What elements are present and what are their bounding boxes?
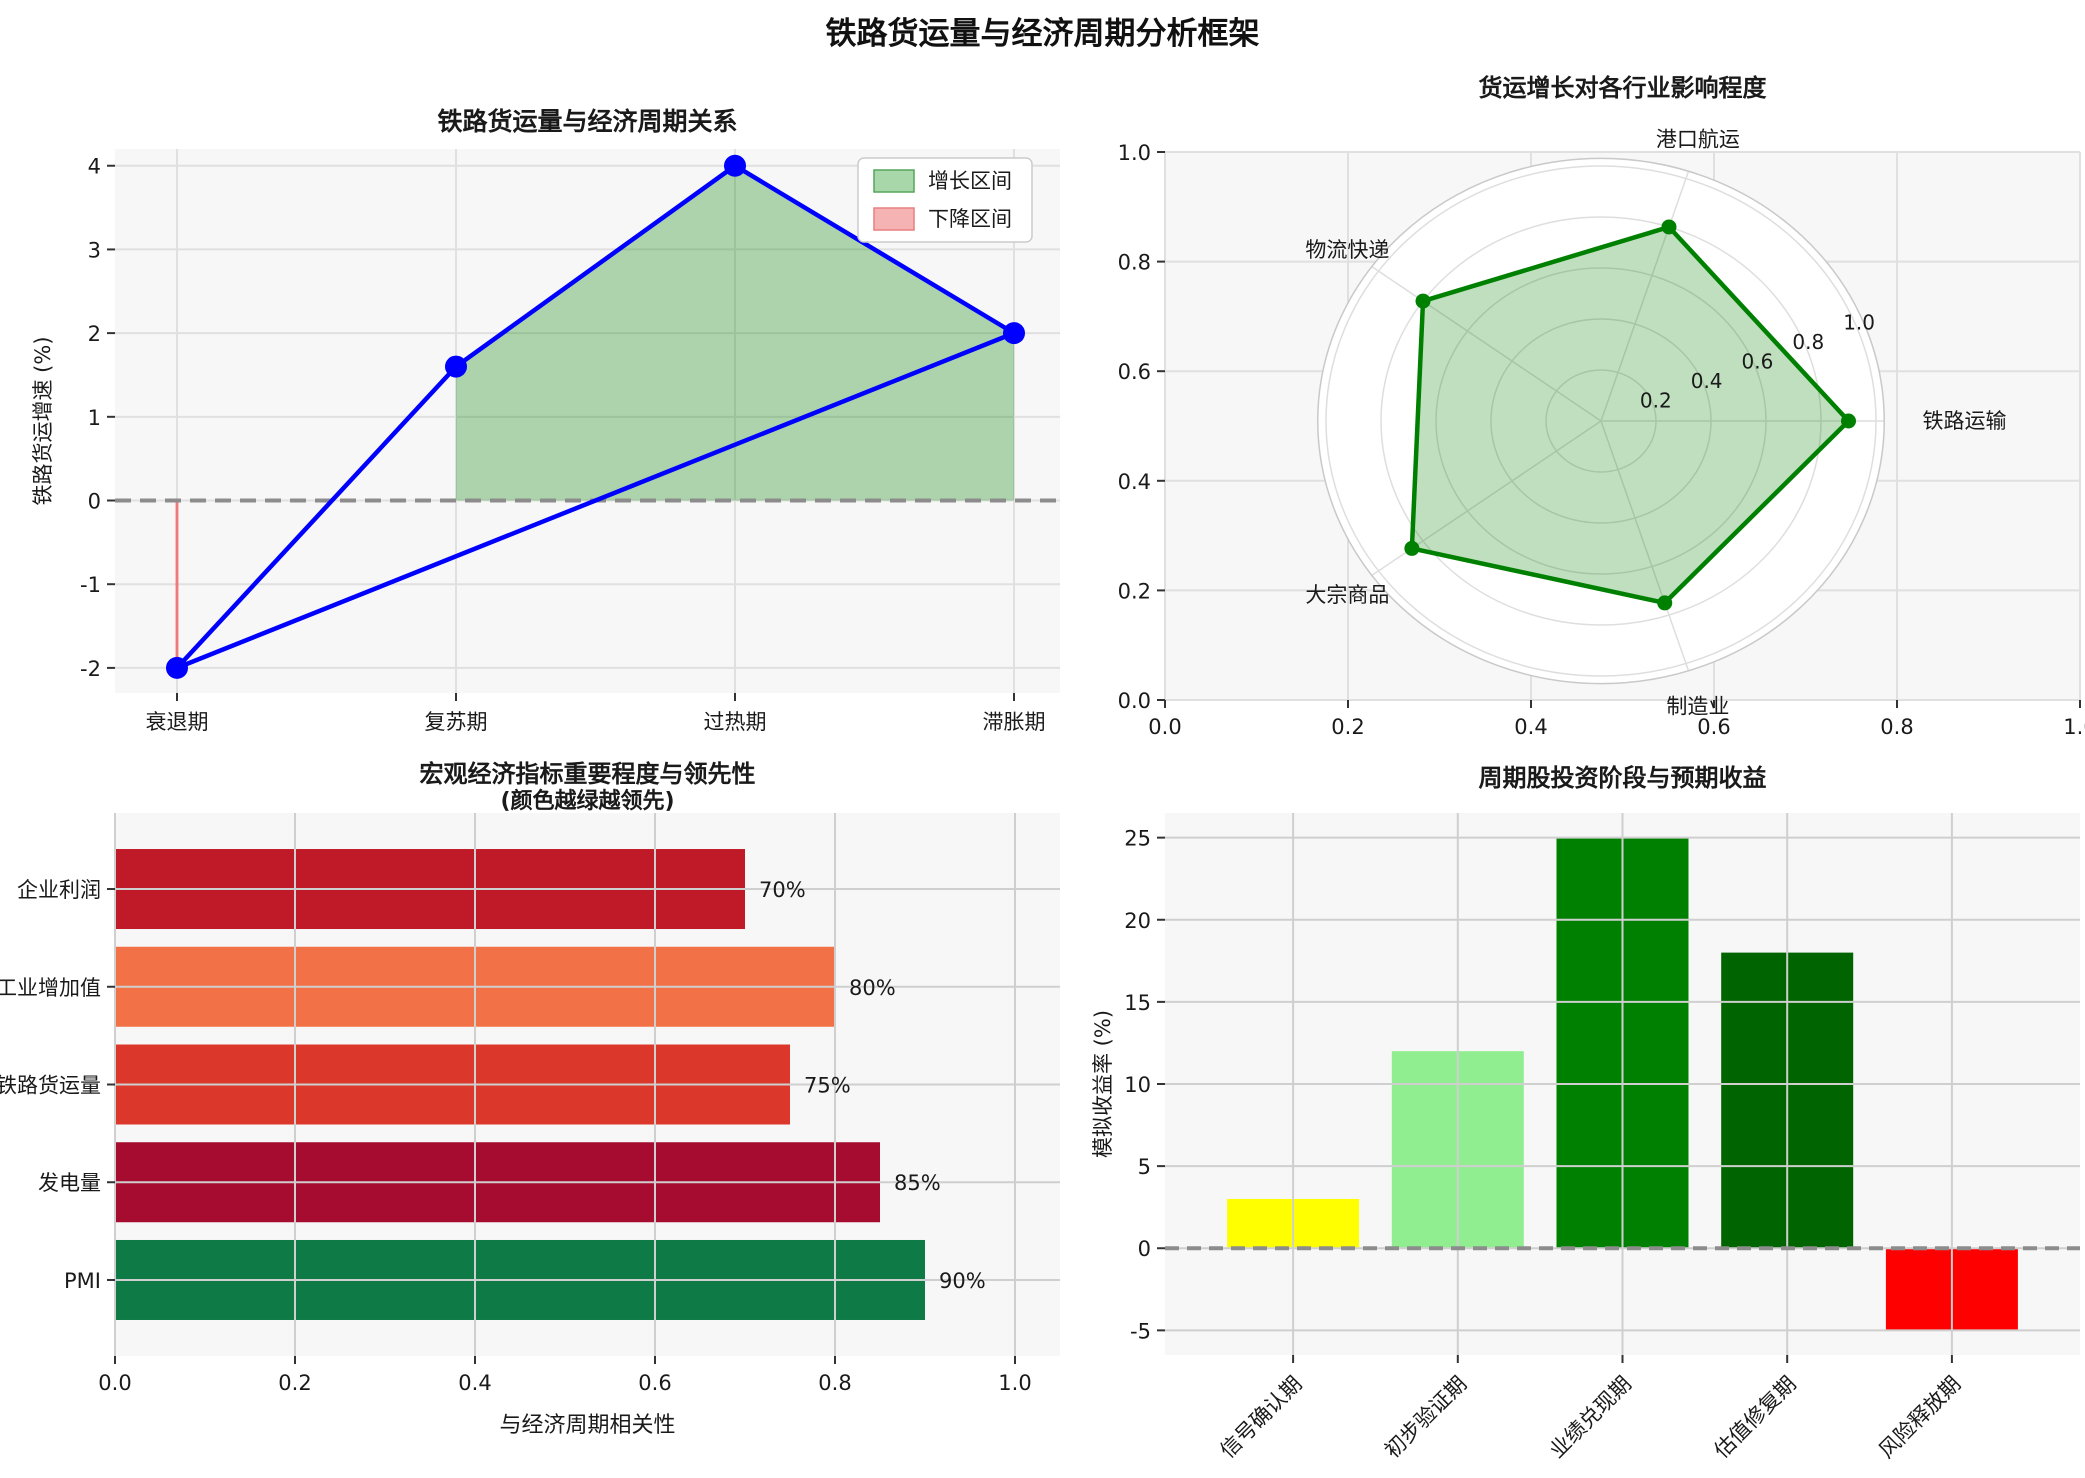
x-axis-label: 与经济周期相关性 bbox=[499, 1413, 675, 1438]
radial-tick-label: 0.2 bbox=[1640, 388, 1672, 412]
value-label: 70% bbox=[759, 878, 806, 902]
tick-label: -1 bbox=[80, 573, 101, 597]
spoke-label: 物流快递 bbox=[1305, 238, 1389, 262]
y-axis-label: 铁路货运增速 (%) bbox=[31, 336, 55, 505]
polar-spoke bbox=[1600, 420, 1690, 672]
chart-investment-stages: 25 20 15 10 5 0 -5 信号确认期 初步验证期 业绩兑现期 估值修复期 风险释放期 模拟收… bbox=[1091, 764, 2080, 1463]
tick-label: 0 bbox=[1138, 1237, 1151, 1261]
chart-cycle-line: 4 3 2 1 0 -1 -2 衰退期 复苏期 过热期 滞胀期 铁路货运增速 (%) 铁路货运量与经济周… bbox=[31, 107, 1060, 734]
rotated-tick-label: 估值修复期 bbox=[1710, 1372, 1801, 1463]
tick-label: 0.4 bbox=[1514, 715, 1547, 739]
data-point bbox=[1841, 413, 1856, 429]
tick-label: 过热期 bbox=[704, 710, 767, 734]
value-label: 75% bbox=[804, 1074, 851, 1098]
tick-label: 1 bbox=[88, 406, 101, 430]
chart-title: 宏观经济指标重要程度与领先性 bbox=[420, 760, 756, 788]
radar-polygon bbox=[1409, 224, 1851, 606]
tick-label: 0.0 bbox=[98, 1371, 131, 1395]
rotated-tick-label: 信号确认期 bbox=[1215, 1372, 1306, 1463]
tick-label: 0.6 bbox=[638, 1371, 671, 1395]
tick-label: 1.0 bbox=[1118, 141, 1151, 165]
tick-label: 3 bbox=[88, 238, 101, 262]
chart-title: 货运增长对各行业影响程度 bbox=[1479, 74, 1768, 102]
data-point bbox=[166, 656, 188, 679]
value-label: 85% bbox=[894, 1171, 941, 1195]
tick-label: 15 bbox=[1124, 991, 1151, 1015]
tick-label: 0.0 bbox=[1148, 715, 1181, 739]
tick-label: 0.8 bbox=[1118, 251, 1151, 275]
tick-label: 滞胀期 bbox=[983, 710, 1046, 734]
legend-swatch bbox=[873, 169, 915, 193]
radial-tick-label: 1.0 bbox=[1843, 310, 1875, 334]
radial-tick-label: 0.8 bbox=[1792, 330, 1824, 354]
chart-title: 周期股投资阶段与预期收益 bbox=[1479, 764, 1767, 792]
data-point bbox=[1404, 540, 1420, 556]
data-point bbox=[1657, 595, 1673, 611]
chart-industry-radar: 0.00.20.40.60.81.01.00.80.60.40.20.00.20… bbox=[1118, 74, 2085, 739]
value-label: 80% bbox=[849, 976, 896, 1000]
chart-title: 铁路货运量与经济周期关系 bbox=[437, 107, 737, 136]
tick-label: 铁路货运量 bbox=[0, 1074, 101, 1098]
rotated-tick-label: 业绩兑现期 bbox=[1545, 1372, 1636, 1463]
axis-ticks: 4 3 2 1 0 -1 -2 衰退期 复苏期 过热期 滞胀期 bbox=[80, 155, 1045, 734]
tick-label: 0.4 bbox=[458, 1371, 491, 1395]
tick-label: 2 bbox=[88, 322, 101, 346]
tick-label: 工业增加值 bbox=[0, 976, 101, 1000]
axis-ticks: 0.0 0.2 0.4 0.6 0.8 1.0 1.0 0.8 0.6 0.4 0.2 0.0 bbox=[1118, 141, 2085, 739]
tick-label: 企业利润 bbox=[17, 878, 101, 902]
tick-label: 25 bbox=[1124, 827, 1151, 851]
tick-label: -5 bbox=[1130, 1319, 1151, 1343]
tick-label: 0.8 bbox=[818, 1371, 851, 1395]
polar-spoke bbox=[1371, 265, 1602, 422]
tick-label: 10 bbox=[1124, 1073, 1151, 1097]
data-point bbox=[445, 355, 467, 378]
radial-tick-label: 0.6 bbox=[1742, 349, 1774, 373]
grid bbox=[1165, 813, 2080, 1355]
tick-label: 0 bbox=[88, 490, 101, 514]
data-point bbox=[1003, 322, 1025, 345]
legend-label: 增长区间 bbox=[928, 169, 1012, 193]
polar-grid bbox=[1325, 165, 1885, 677]
tick-label: 0.0 bbox=[1118, 689, 1151, 713]
tick-label: PMI bbox=[64, 1269, 101, 1293]
polar-boundary bbox=[1317, 157, 1885, 685]
value-label: 90% bbox=[939, 1269, 986, 1293]
y-axis-label: 模拟收益率 (%) bbox=[1091, 1010, 1115, 1158]
tick-label: 衰退期 bbox=[146, 710, 209, 734]
tick-label: 5 bbox=[1138, 1155, 1151, 1179]
tick-label: 0.4 bbox=[1118, 470, 1151, 494]
tick-label: 0.6 bbox=[1697, 715, 1730, 739]
figure-title: 铁路货运量与经济周期分析框架 bbox=[825, 16, 1260, 52]
spoke-label: 制造业 bbox=[1666, 694, 1729, 718]
tick-label: -2 bbox=[80, 657, 101, 681]
polar-spoke bbox=[1600, 170, 1690, 422]
tick-label: 20 bbox=[1124, 909, 1151, 933]
chart-subtitle: (颜色越绿越领先) bbox=[500, 788, 674, 814]
rotated-tick-label: 初步验证期 bbox=[1380, 1372, 1471, 1463]
tick-label: 0.8 bbox=[1880, 715, 1913, 739]
data-point bbox=[1415, 293, 1431, 309]
legend-label: 下降区间 bbox=[928, 207, 1012, 231]
tick-label: 0.2 bbox=[278, 1371, 311, 1395]
tick-label: 1.0 bbox=[2063, 715, 2085, 739]
tick-label: 0.6 bbox=[1118, 360, 1151, 384]
spoke-label: 大宗商品 bbox=[1305, 583, 1389, 607]
tick-label: 0.2 bbox=[1118, 579, 1151, 603]
legend-swatch bbox=[873, 207, 915, 231]
data-point bbox=[724, 154, 746, 177]
data-point bbox=[1661, 219, 1677, 235]
radial-tick-label: 0.4 bbox=[1691, 369, 1723, 393]
rotated-tick-label: 风险释放期 bbox=[1874, 1372, 1965, 1463]
spoke-label: 铁路运输 bbox=[1923, 409, 2007, 433]
tick-label: 4 bbox=[88, 155, 101, 179]
spoke-label: 港口航运 bbox=[1656, 128, 1740, 152]
tick-label: 0.2 bbox=[1331, 715, 1364, 739]
tick-label: 1.0 bbox=[998, 1371, 1031, 1395]
tick-label: 复苏期 bbox=[425, 710, 488, 734]
tick-label: 发电量 bbox=[38, 1171, 101, 1195]
